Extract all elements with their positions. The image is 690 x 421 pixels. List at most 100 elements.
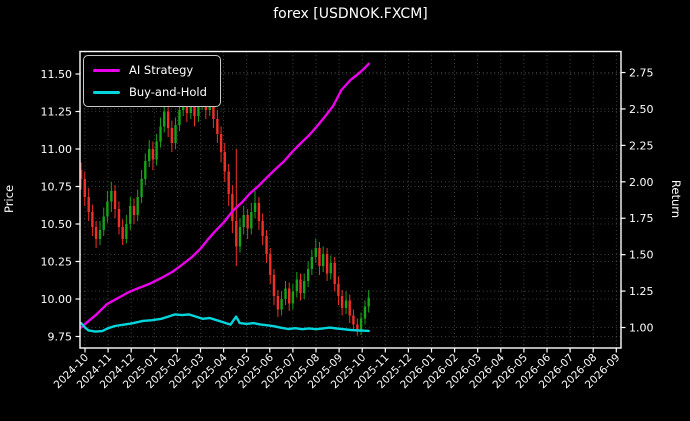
axes-ticks [75, 71, 626, 353]
legend-item-buy-and-hold: Buy-and-Hold [93, 82, 207, 102]
y-tick-label-return: 2.50 [629, 103, 654, 116]
candle-body-up [174, 125, 177, 143]
candle-body-up [242, 215, 245, 227]
y-axis-label-price: Price [2, 184, 16, 214]
candle-body-down [261, 221, 264, 236]
candle-body-up [144, 161, 147, 179]
y-tick-label-return: 1.00 [629, 322, 654, 335]
candle-body-down [83, 179, 86, 197]
candle-body-up [129, 206, 132, 224]
y-tick-label-return: 1.75 [629, 212, 654, 225]
candle-body-down [333, 263, 336, 284]
candle-body-up [155, 141, 158, 160]
ai-strategy-line-swatch [93, 68, 120, 72]
candle-body-up [321, 254, 325, 266]
legend-label-ai-strategy: AI Strategy [129, 63, 194, 77]
candle-body-up [359, 318, 363, 331]
candle-body-down [299, 279, 302, 293]
candle-body-down [235, 221, 238, 247]
candle-body-up [295, 279, 299, 292]
candle-body-up [159, 126, 162, 142]
y-tick-label-return: 1.50 [629, 249, 654, 262]
candle-body-up [178, 110, 181, 125]
candle-body-up [363, 306, 367, 319]
plot-border [79, 50, 622, 349]
candle-body-down [269, 254, 272, 275]
y-tick-label-return: 2.75 [629, 67, 654, 80]
candle-body-up [197, 104, 200, 116]
candle-body-up [250, 212, 253, 229]
candle-body-down [219, 134, 223, 152]
candle-body-down [170, 128, 174, 143]
candle-body-up [110, 191, 113, 202]
candle-body-down [113, 191, 117, 209]
candle-body-up [280, 299, 283, 310]
y-tick-label-return: 2.00 [629, 176, 654, 189]
y-tick-label-price: 10.00 [41, 293, 73, 306]
candle-body-down [352, 315, 355, 325]
buy-and-hold-line-swatch [93, 90, 120, 94]
y-axis-label-return: Return [669, 179, 683, 219]
candle-body-up [314, 248, 317, 257]
candle-body-down [79, 170, 83, 179]
y-tick-label-price: 11.25 [41, 106, 73, 119]
candle-body-up [148, 149, 151, 161]
candle-body-up [253, 203, 257, 212]
candle-body-down [231, 194, 234, 221]
candle-body-up [367, 297, 370, 307]
candle-body-down [117, 209, 121, 227]
legend: AI Strategy Buy-and-Hold [83, 55, 221, 107]
legend-label-buy-and-hold: Buy-and-Hold [129, 85, 207, 99]
candle-body-down [272, 275, 276, 296]
candle-body-up [125, 224, 128, 239]
candle-body-down [223, 152, 226, 172]
candlestick-series [79, 81, 370, 336]
candle-body-down [337, 284, 340, 296]
candle-body-down [216, 119, 219, 134]
candle-body-down [288, 288, 291, 304]
y-tick-label-price: 9.75 [48, 331, 73, 344]
y-tick-label-return: 2.25 [629, 139, 654, 152]
candle-body-down [340, 296, 344, 308]
y-tick-label-price: 10.25 [41, 256, 73, 269]
candle-body-up [102, 216, 105, 230]
ai-strategy-line [79, 62, 370, 329]
candle-body-down [246, 215, 249, 229]
candle-body-up [284, 288, 287, 299]
candle-body-down [265, 236, 268, 254]
y-tick-label-price: 11.50 [41, 68, 73, 81]
buy-and-hold-line [79, 313, 370, 333]
axes-tick-labels: 9.75 10.00 10.25 10.50 10.75 11.00 11.25 11.50 1… [41, 67, 654, 392]
candle-body-down [151, 149, 155, 160]
candle-body-down [212, 99, 215, 119]
candle-body-down [132, 206, 136, 215]
candle-body-up [291, 291, 295, 304]
candle-body-up [106, 201, 109, 217]
legend-item-ai-strategy: AI Strategy [93, 60, 207, 80]
candle-body-down [166, 111, 170, 128]
candle-body-down [193, 102, 196, 116]
candle-body-down [91, 212, 94, 227]
candle-body-down [348, 300, 351, 316]
candle-body-down [94, 227, 98, 239]
candle-body-up [303, 281, 306, 293]
candle-body-up [189, 102, 192, 113]
candle-body-up [344, 300, 348, 308]
candle-body-up [310, 257, 314, 269]
candle-body-down [257, 203, 261, 221]
candle-body-down [87, 197, 90, 212]
candle-body-down [227, 171, 230, 194]
candle-body-up [140, 179, 143, 197]
y-tick-label-return: 1.25 [629, 285, 654, 298]
candle-body-down [325, 254, 329, 274]
y-tick-label-price: 11.00 [41, 143, 73, 156]
candle-body-up [329, 263, 332, 274]
candle-body-up [306, 269, 310, 281]
candle-body-down [121, 227, 124, 239]
candle-body-up [136, 197, 139, 215]
candle-body-down [318, 248, 321, 266]
candle-body-up [238, 227, 242, 247]
y-tick-label-price: 10.75 [41, 181, 73, 194]
